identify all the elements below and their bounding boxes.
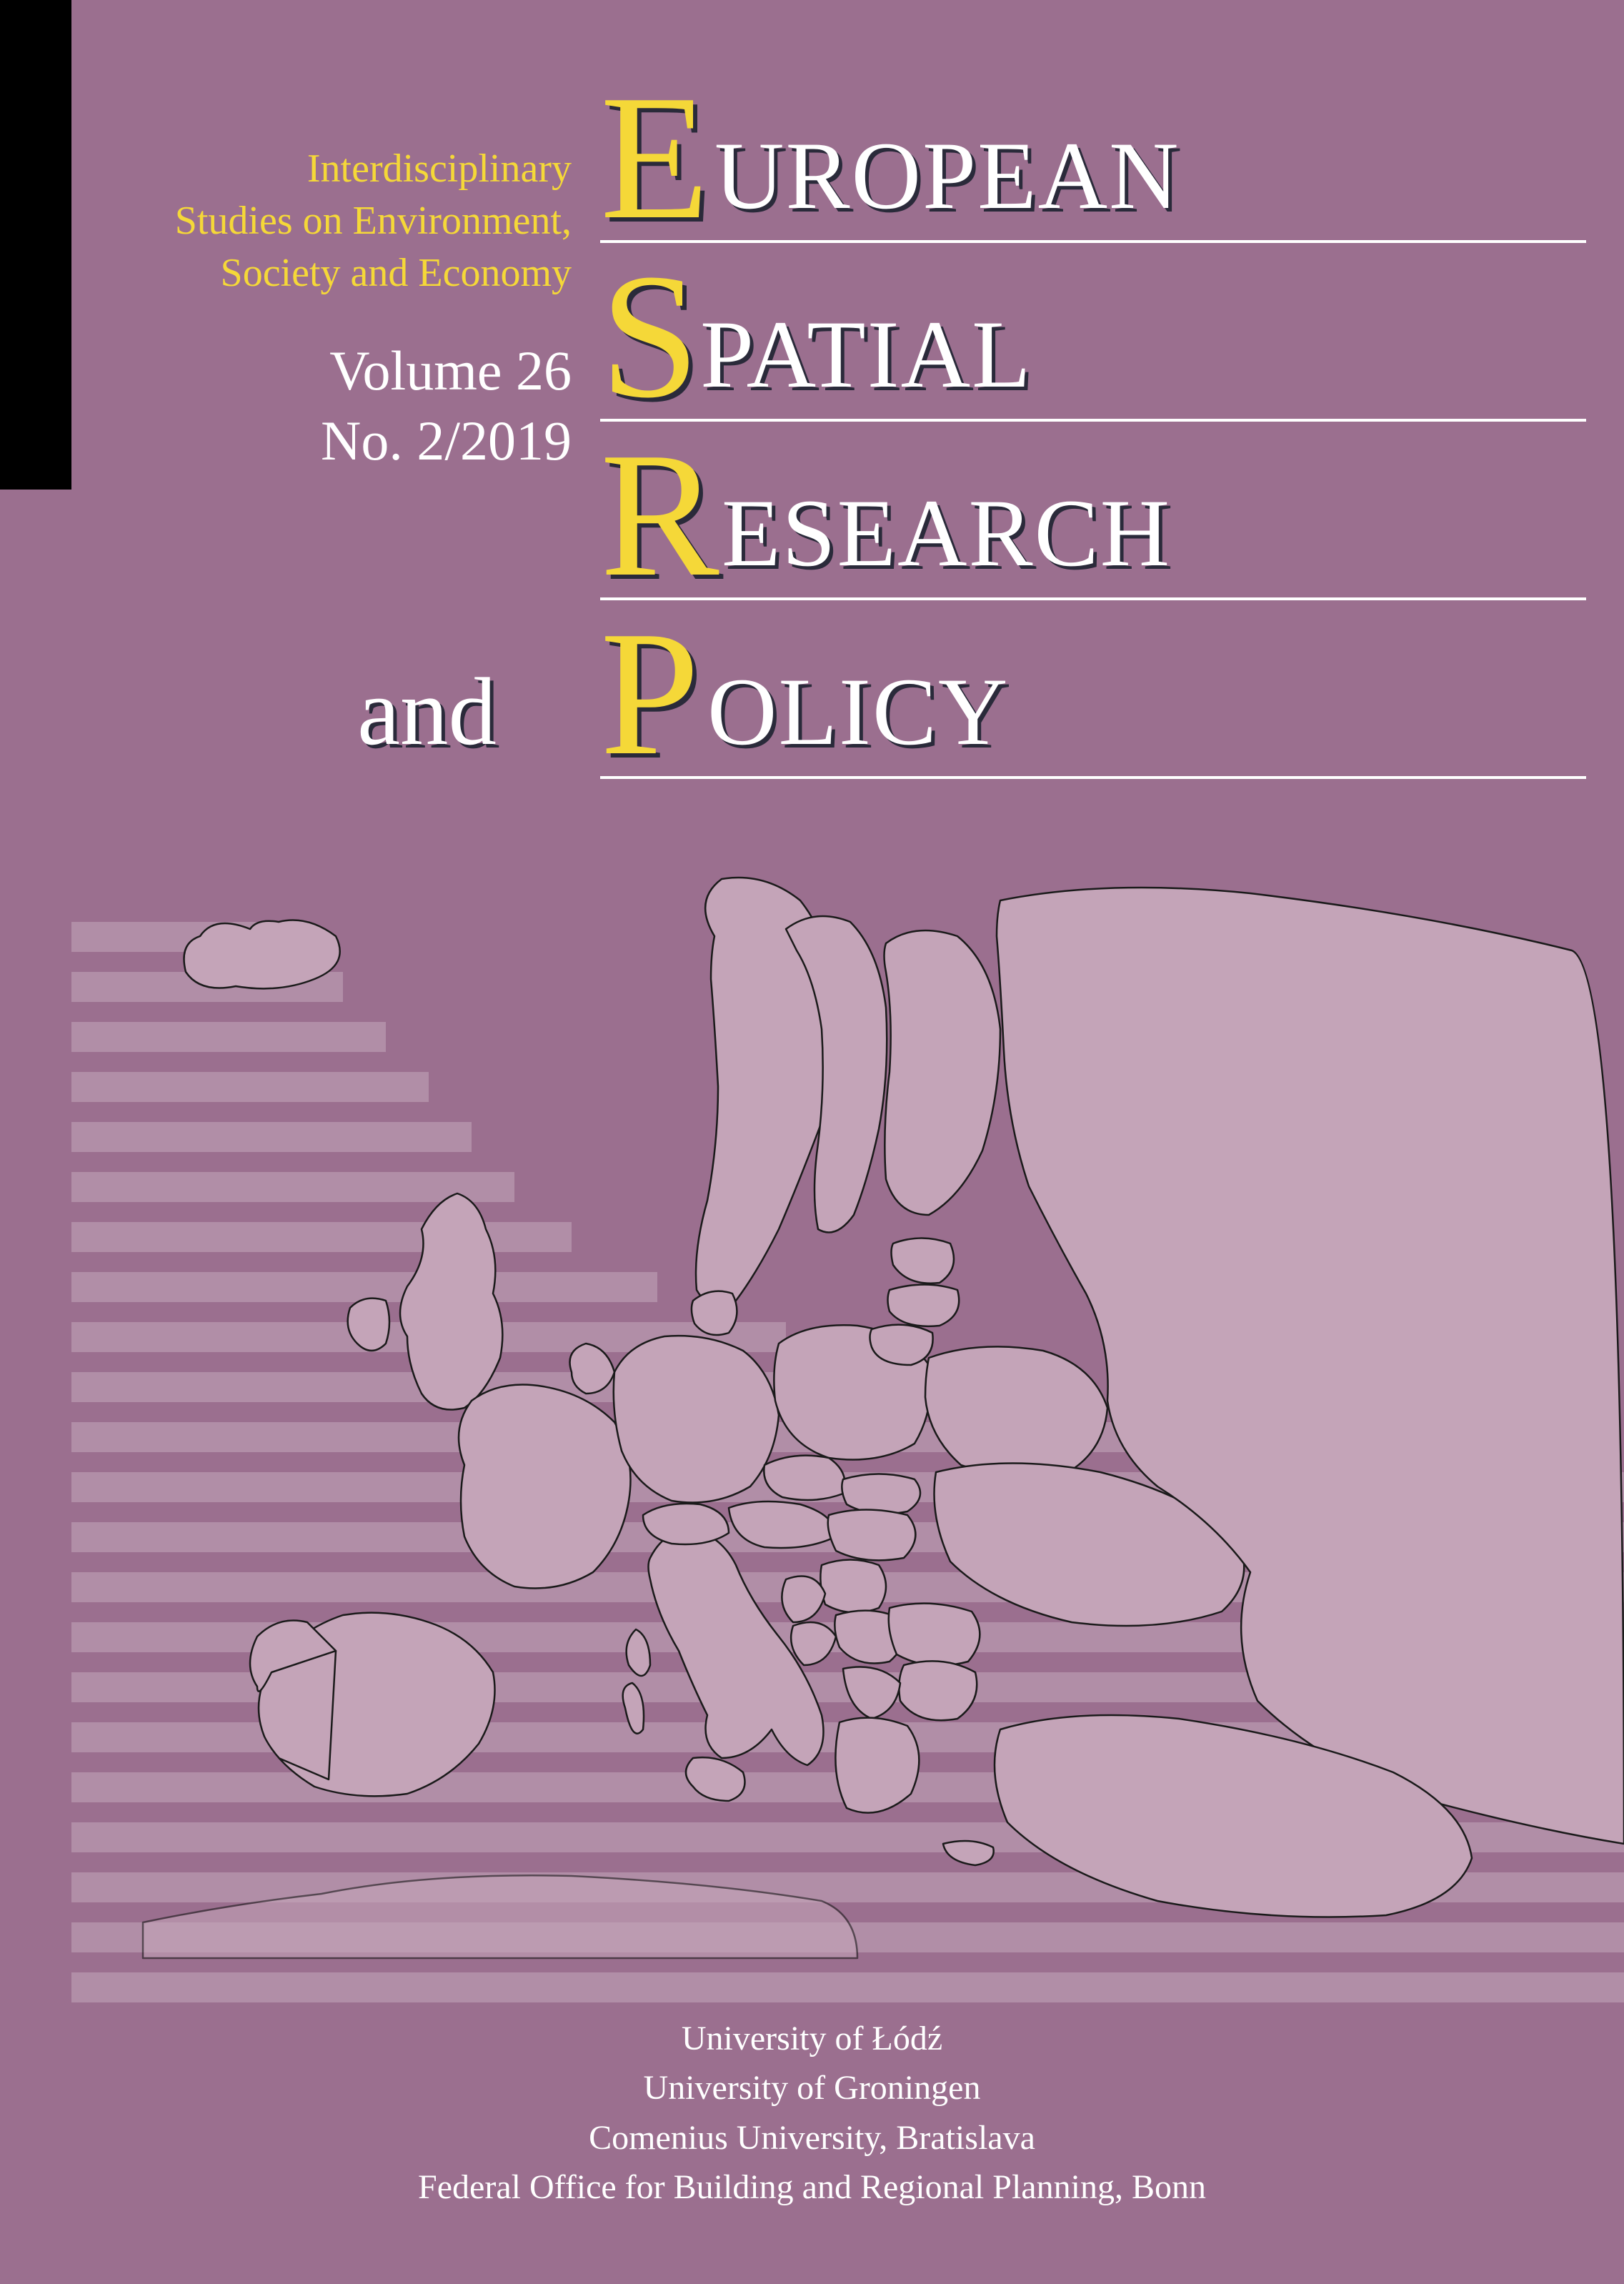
title-rest: OLICY [707, 657, 1009, 768]
journal-title: E UROPEAN S PATIAL R ESEARCH and P OLICY [600, 79, 1586, 793]
title-rest: ESEARCH [722, 478, 1171, 589]
title-rest: UROPEAN [714, 121, 1180, 232]
black-side-strip [0, 0, 71, 490]
volume-line: No. 2/2019 [157, 406, 572, 476]
title-and: and [357, 657, 497, 768]
europe-map-svg [71, 843, 1624, 2087]
footer-line: Federal Office for Building and Regional… [0, 2163, 1624, 2213]
volume-block: Volume 26 No. 2/2019 [157, 336, 572, 475]
footer-line: University of Łódź [0, 2014, 1624, 2064]
title-row: S PATIAL [600, 257, 1586, 422]
title-cap: P [600, 605, 699, 783]
title-rest: PATIAL [700, 299, 1032, 410]
subtitle-line: Interdisciplinary [157, 143, 572, 195]
title-cap: S [600, 247, 699, 426]
europe-map [71, 843, 1624, 2087]
title-row: and P OLICY [600, 615, 1586, 779]
title-row: R ESEARCH [600, 436, 1586, 600]
subtitle-line: Society and Economy [157, 247, 572, 299]
title-row: E UROPEAN [600, 79, 1586, 243]
footer-institutions: University of Łódź University of Groning… [0, 2014, 1624, 2213]
volume-line: Volume 26 [157, 336, 572, 406]
subtitle-line: Studies on Environment, [157, 195, 572, 247]
title-cap: R [600, 426, 719, 605]
footer-line: University of Groningen [0, 2063, 1624, 2113]
subtitle-block: Interdisciplinary Studies on Environment… [157, 143, 572, 299]
footer-line: Comenius University, Bratislava [0, 2113, 1624, 2163]
title-cap: E [600, 69, 709, 247]
